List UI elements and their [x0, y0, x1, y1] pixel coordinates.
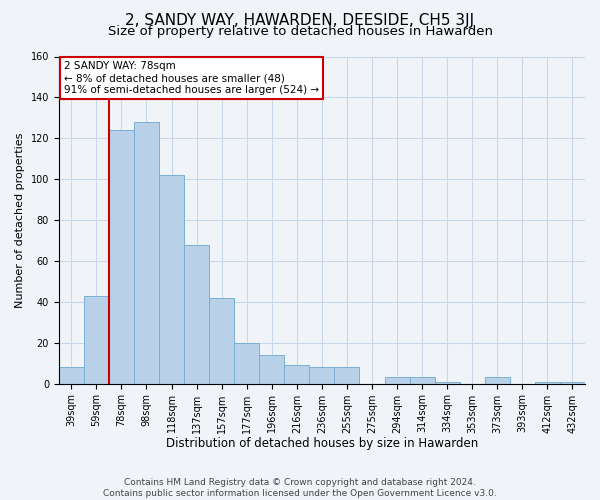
- Bar: [209, 298, 234, 384]
- Bar: [159, 175, 184, 384]
- Text: Size of property relative to detached houses in Hawarden: Size of property relative to detached ho…: [107, 25, 493, 38]
- Text: 2 SANDY WAY: 78sqm
← 8% of detached houses are smaller (48)
91% of semi-detached: 2 SANDY WAY: 78sqm ← 8% of detached hous…: [64, 62, 319, 94]
- Bar: [334, 368, 359, 384]
- Bar: [535, 382, 560, 384]
- Y-axis label: Number of detached properties: Number of detached properties: [15, 132, 25, 308]
- Bar: [560, 382, 585, 384]
- Bar: [410, 378, 434, 384]
- Bar: [109, 130, 134, 384]
- Bar: [284, 365, 310, 384]
- Bar: [234, 342, 259, 384]
- Text: Contains HM Land Registry data © Crown copyright and database right 2024.
Contai: Contains HM Land Registry data © Crown c…: [103, 478, 497, 498]
- Bar: [259, 355, 284, 384]
- Bar: [59, 368, 84, 384]
- Bar: [385, 378, 410, 384]
- Bar: [434, 382, 460, 384]
- Bar: [134, 122, 159, 384]
- X-axis label: Distribution of detached houses by size in Hawarden: Distribution of detached houses by size …: [166, 437, 478, 450]
- Bar: [84, 296, 109, 384]
- Bar: [310, 368, 334, 384]
- Bar: [485, 378, 510, 384]
- Text: 2, SANDY WAY, HAWARDEN, DEESIDE, CH5 3JJ: 2, SANDY WAY, HAWARDEN, DEESIDE, CH5 3JJ: [125, 12, 475, 28]
- Bar: [184, 244, 209, 384]
